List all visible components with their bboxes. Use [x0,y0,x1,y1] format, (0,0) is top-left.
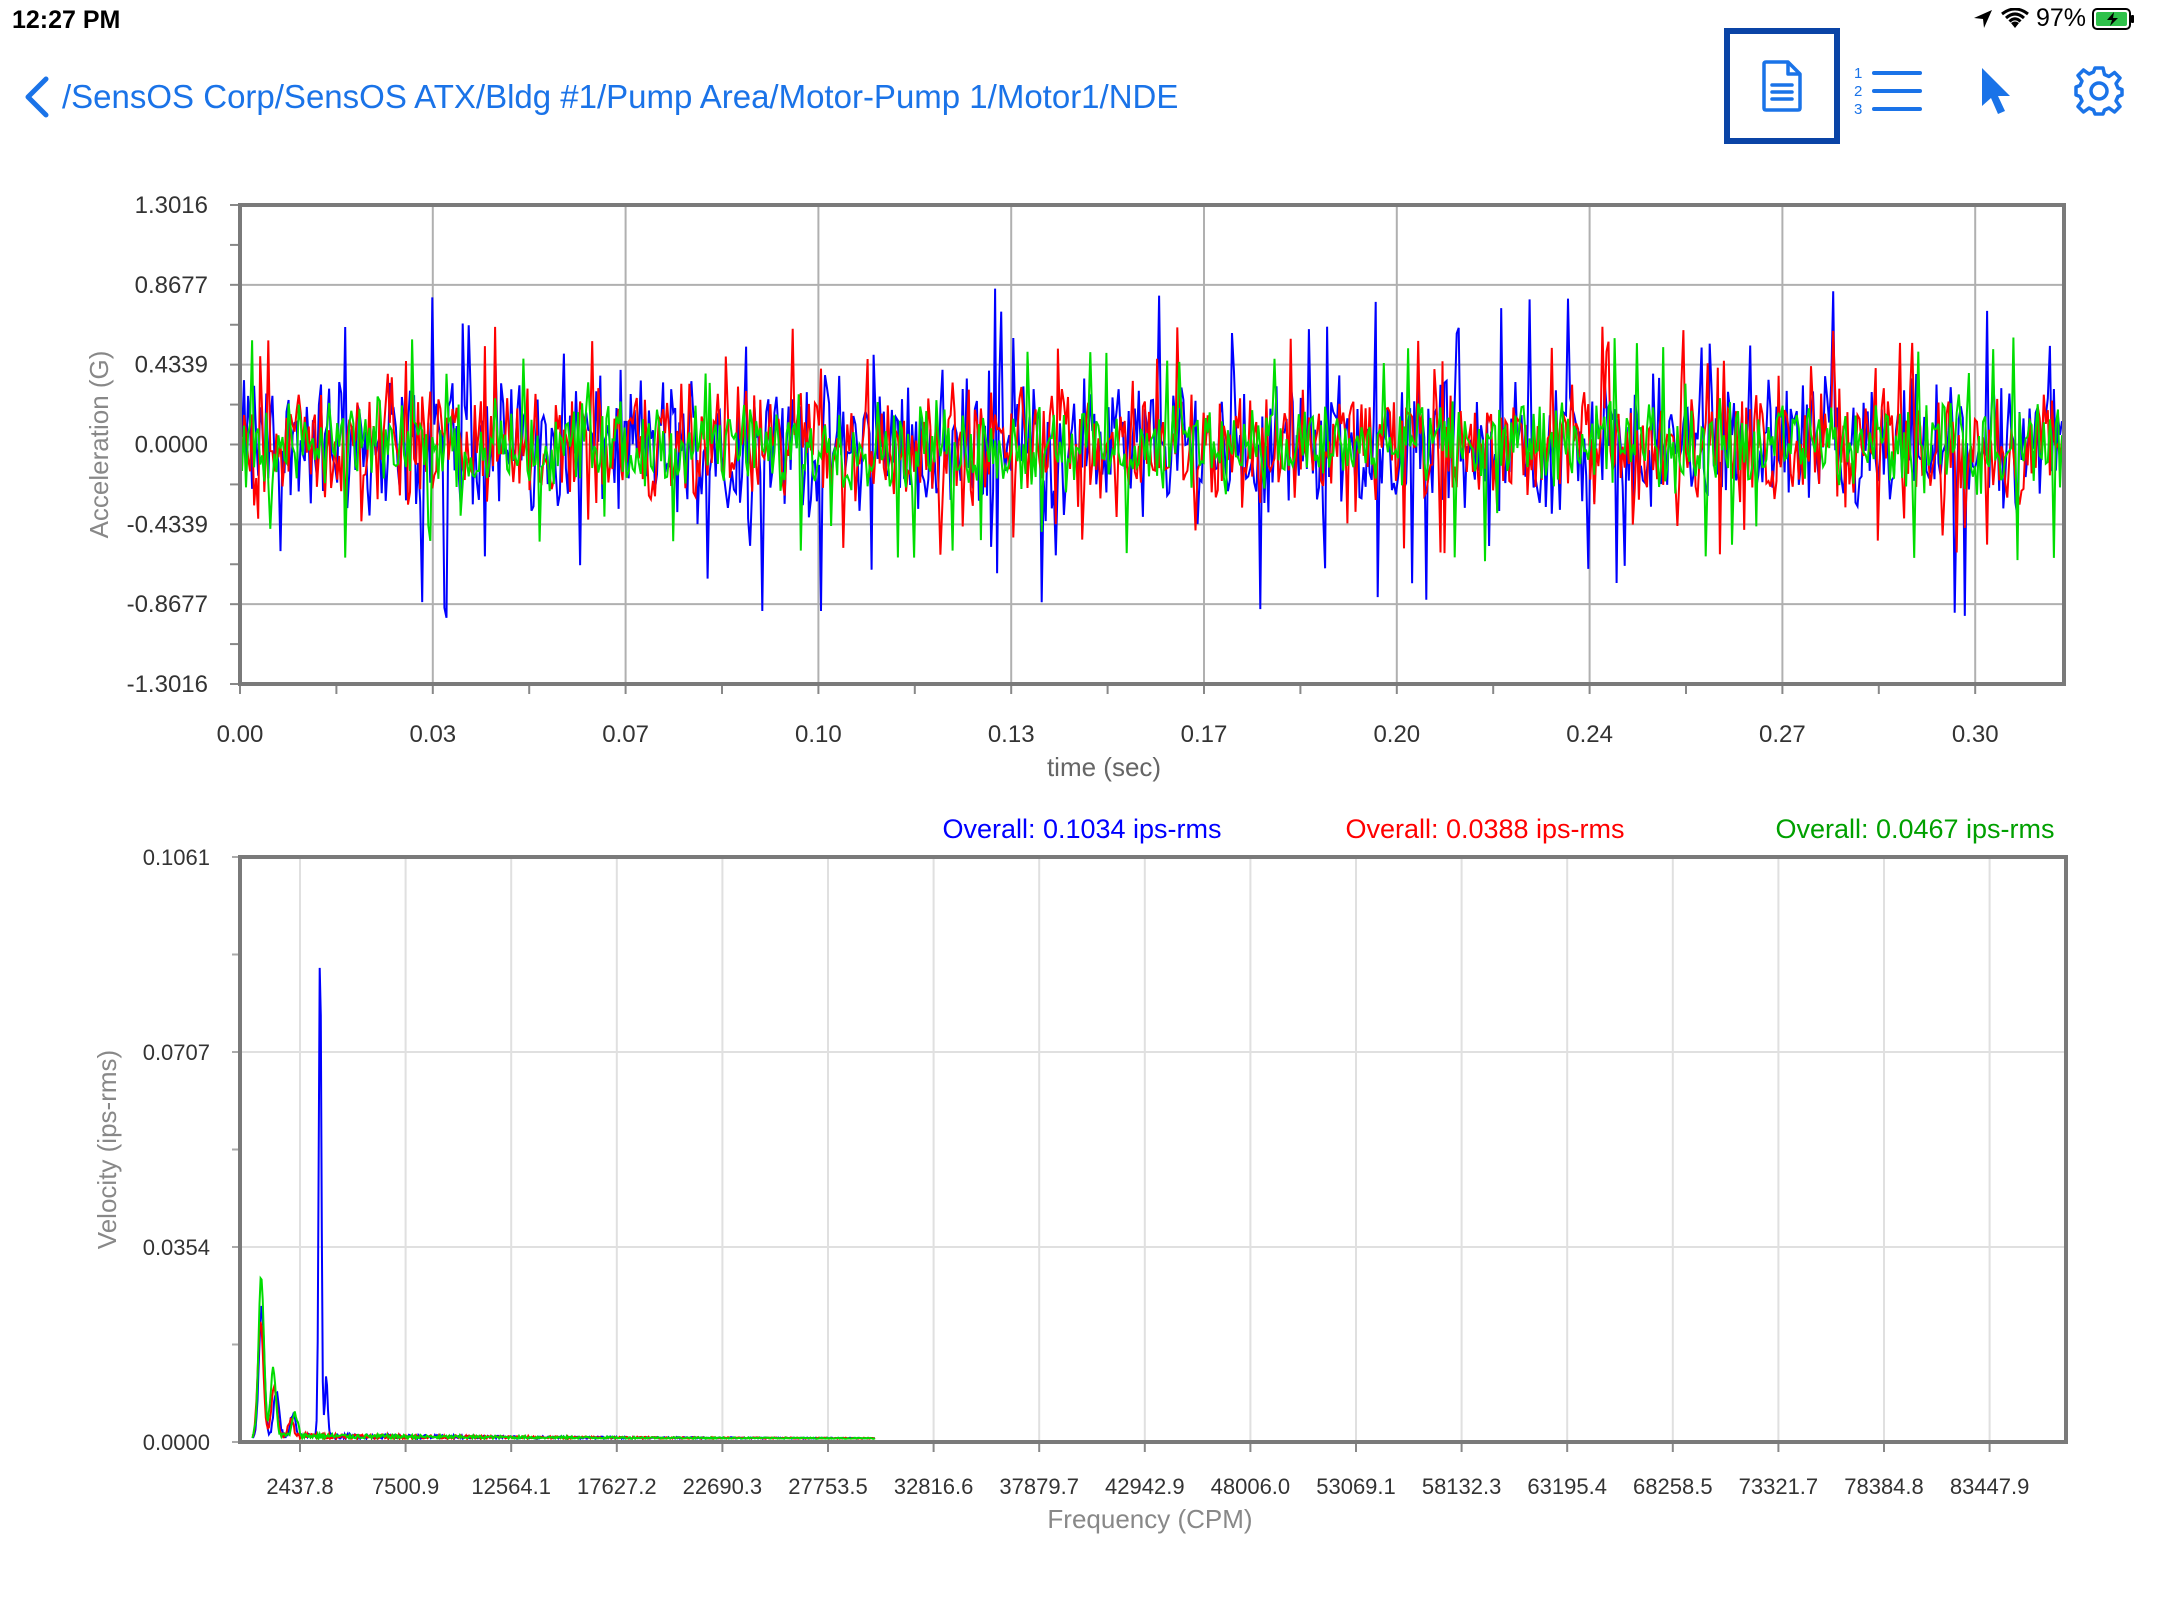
time-x-tick-label: 0.30 [1952,721,1999,748]
spectrum-x-tick-label: 32816.6 [894,1474,974,1499]
spectrum-x-tick-label: 83447.9 [1950,1474,2030,1499]
spectrum-y-tick-label: 0.0000 [143,1430,210,1455]
spectrum-x-tick-label: 58132.3 [1422,1474,1502,1499]
spectrum-x-tick-label: 22690.3 [683,1474,763,1499]
spectrum-y-tick-label: 0.1061 [143,845,210,870]
time-x-tick-label: 0.03 [409,721,456,748]
time-y-tick-label: 0.4339 [135,352,208,379]
time-y-tick-label: 1.3016 [135,192,208,219]
report-button[interactable] [1724,28,1840,144]
time-x-tick-label: 0.13 [988,721,1035,748]
time-x-tick-label: 0.17 [1181,721,1228,748]
document-icon [1762,60,1802,112]
spectrum-x-tick-label: 27753.5 [788,1474,868,1499]
spectrum-x-tick-label: 48006.0 [1211,1474,1291,1499]
time-y-tick-label: -1.3016 [127,671,208,698]
spectrum-x-tick-label: 7500.9 [372,1474,439,1499]
overall-label: Overall: 0.0388 ips-rms [1345,814,1624,844]
spectrum-series-line [251,1275,876,1442]
breadcrumb[interactable]: /SensOS Corp/SensOS ATX/Bldg #1/Pump Are… [62,78,1179,115]
time-y-tick-label: -0.4339 [127,511,208,538]
spectrum-y-tick-label: 0.0707 [143,1040,210,1065]
time-x-tick-label: 0.10 [795,721,842,748]
wifi-icon [2001,7,2029,28]
battery-percent: 97% [2035,4,2086,32]
status-indicators: 97% [1972,4,2136,33]
spectrum-x-tick-label: 63195.4 [1527,1474,1607,1499]
time-x-tick-label: 0.00 [217,721,264,748]
spectrum-x-tick-label: 17627.2 [577,1474,657,1499]
spectrum-x-tick-label: 68258.5 [1633,1474,1713,1499]
battery-charging-icon [2092,7,2134,30]
cursor-arrow-icon [1982,68,2010,114]
time-x-tick-label: 0.07 [602,721,649,748]
numbered-list-icon: 123 [1854,65,1922,118]
time-series-line [241,288,2063,619]
spectrum-x-tick-label: 42942.9 [1105,1474,1185,1499]
spectrum-x-tick-label: 12564.1 [471,1474,551,1499]
cursor-button[interactable] [1968,60,2024,124]
chevron-left-icon [25,76,49,118]
location-arrow-icon [1973,9,1992,28]
spectrum-x-tick-label: 53069.1 [1316,1474,1396,1499]
time-y-tick-label: 0.0000 [135,432,208,459]
time-y-axis-label: Acceleration (G) [84,351,114,539]
overall-label: Overall: 0.0467 ips-rms [1775,814,2054,844]
settings-button[interactable] [2066,58,2132,124]
time-y-tick-label: 0.8677 [135,272,208,299]
spectrum-x-tick-label: 2437.8 [266,1474,333,1499]
overall-label: Overall: 0.1034 ips-rms [942,814,1221,844]
gear-icon [2074,66,2124,116]
spectrum-x-tick-label: 73321.7 [1739,1474,1819,1499]
spectrum-y-axis-label: Velocity (ips-rms) [92,1050,122,1249]
status-time: 12:27 PM [12,6,121,34]
svg-text:2: 2 [1854,83,1862,100]
time-x-tick-label: 0.27 [1759,721,1806,748]
spectrum-y-tick-label: 0.0354 [143,1235,210,1260]
back-button[interactable]: /SensOS Corp/SensOS ATX/Bldg #1/Pump Are… [22,72,1178,122]
svg-text:3: 3 [1854,101,1862,118]
spectrum-x-axis-label: Frequency (CPM) [1047,1504,1252,1534]
spectrum-x-tick-label: 37879.7 [999,1474,1079,1499]
time-x-tick-label: 0.20 [1373,721,1420,748]
time-plot-border [238,203,2066,686]
status-bar: 12:27 PM 97% [0,0,2160,40]
spectrum-plot-area [240,857,2066,1442]
time-x-axis-label: time (sec) [1047,752,1161,782]
time-series-line [241,337,2063,562]
spectrum-x-tick-label: 78384.8 [1844,1474,1924,1499]
spectrum-plot-border [238,855,2068,1444]
time-x-tick-label: 0.24 [1566,721,1613,748]
nav-bar: /SensOS Corp/SensOS ATX/Bldg #1/Pump Are… [0,54,2160,154]
svg-text:1: 1 [1854,65,1862,82]
time-y-tick-label: -0.8677 [127,591,208,618]
